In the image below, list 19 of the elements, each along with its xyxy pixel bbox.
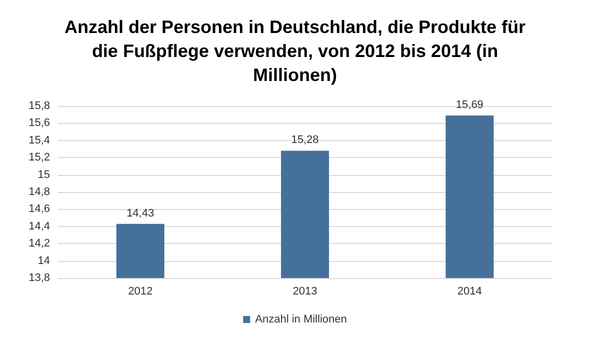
- y-tick-label: 15: [38, 168, 50, 181]
- x-tick-label: 2013: [292, 286, 318, 298]
- data-label: 15,28: [291, 134, 319, 146]
- y-tick-label: 15,8: [28, 100, 50, 112]
- data-label: 14,43: [126, 207, 154, 220]
- y-tick-label: 13,8: [28, 272, 50, 284]
- legend-label: Anzahl in Millionen: [255, 314, 347, 326]
- y-tick-label: 15,2: [28, 152, 50, 164]
- y-tick-label: 14,4: [28, 220, 50, 232]
- data-label: 15,69: [456, 98, 484, 111]
- y-tick-label: 15,4: [28, 134, 50, 146]
- y-tick-label: 14,6: [28, 203, 50, 216]
- x-tick-label: 2012: [128, 286, 153, 298]
- y-tick-label: 14,8: [28, 186, 50, 198]
- y-tick-label: 14,2: [28, 238, 50, 250]
- y-tick-label: 15,6: [28, 117, 50, 130]
- chart-title: Anzahl der Personen in Deutschland, die Produkte für die Fußpflege verwenden, von 2012 bis 2014 (in Millionen): [64, 17, 526, 85]
- x-tick-label: 2014: [457, 286, 482, 298]
- y-tick-label: 14: [38, 254, 50, 267]
